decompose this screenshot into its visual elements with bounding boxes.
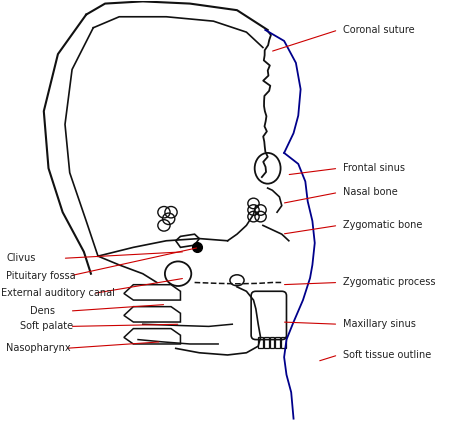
Text: Maxillary sinus: Maxillary sinus	[343, 319, 416, 329]
Text: Soft palate: Soft palate	[20, 321, 73, 332]
Text: Soft tissue outline: Soft tissue outline	[343, 350, 431, 360]
Text: Dens: Dens	[30, 306, 55, 316]
Text: Coronal suture: Coronal suture	[343, 25, 415, 35]
Text: Frontal sinus: Frontal sinus	[343, 163, 405, 173]
Text: Clivus: Clivus	[6, 253, 36, 263]
Text: Zygomatic bone: Zygomatic bone	[343, 221, 422, 230]
Text: Zygomatic process: Zygomatic process	[343, 278, 436, 287]
Text: External auditory canal: External auditory canal	[1, 289, 115, 298]
Text: Pituitary fossa: Pituitary fossa	[6, 271, 76, 281]
Text: Nasopharynx: Nasopharynx	[6, 343, 71, 353]
Text: Nasal bone: Nasal bone	[343, 187, 398, 198]
